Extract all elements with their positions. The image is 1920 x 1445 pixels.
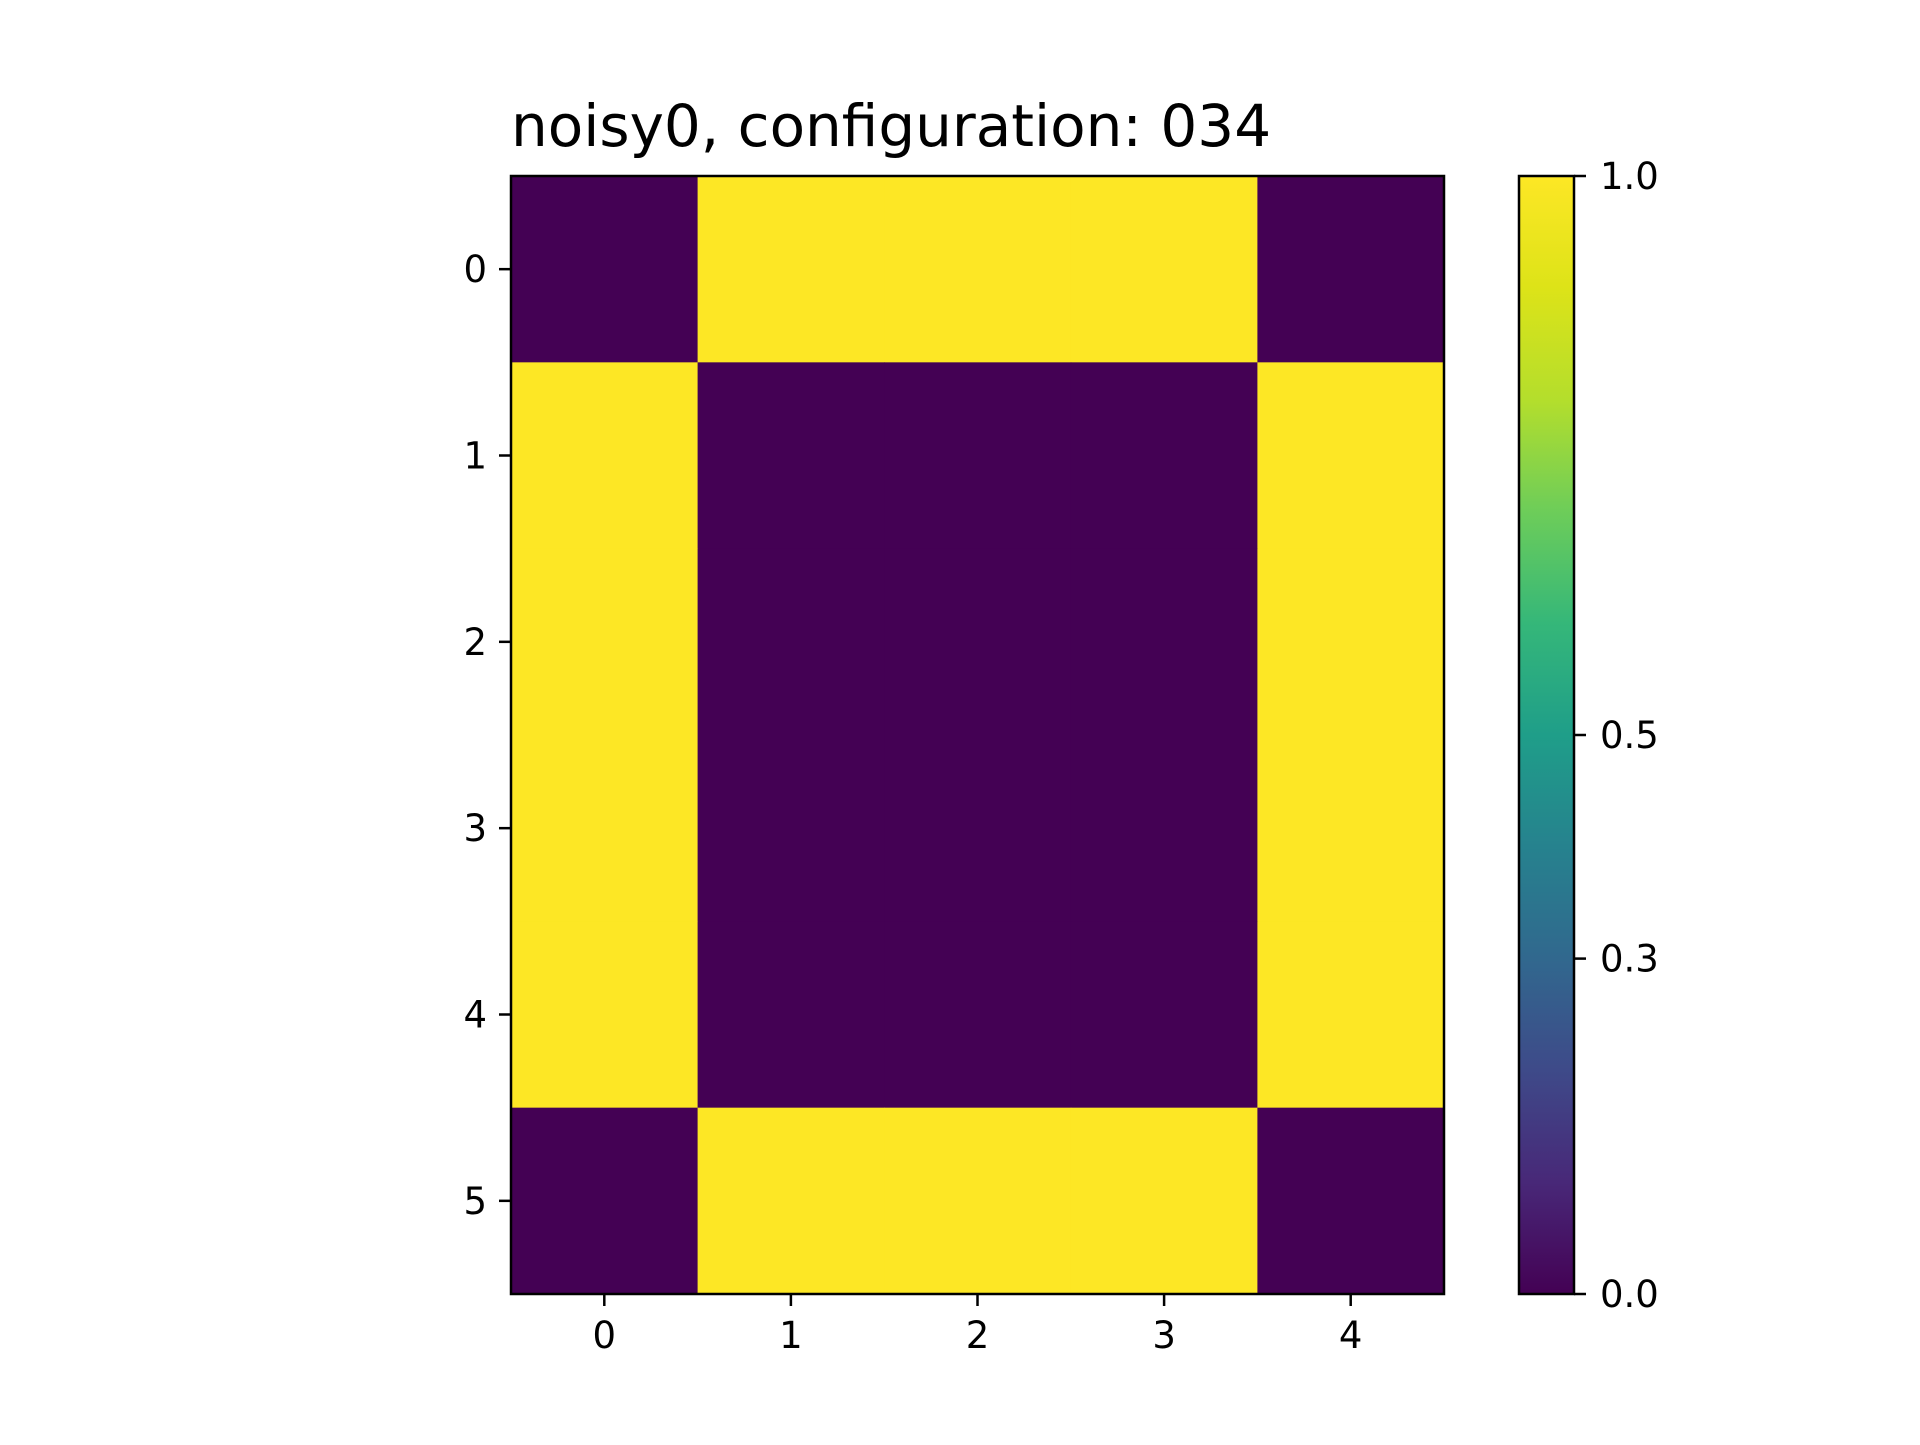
heatmap-cell xyxy=(884,921,1072,1109)
heatmap-cell xyxy=(697,176,885,363)
x-tick-label: 3 xyxy=(1152,1314,1176,1357)
heatmap-cell xyxy=(1070,362,1258,550)
heatmap-cell xyxy=(697,548,885,736)
heatmap-cells xyxy=(511,176,1445,1295)
heatmap-cell xyxy=(1070,548,1258,736)
y-tick-label: 3 xyxy=(463,807,487,850)
x-tick-label: 0 xyxy=(593,1314,617,1357)
x-tick-label: 2 xyxy=(966,1314,990,1357)
heatmap-cell xyxy=(1070,176,1258,363)
heatmap-cell xyxy=(1257,735,1445,922)
heatmap-cell xyxy=(1070,921,1258,1109)
heatmap-cell xyxy=(884,362,1072,550)
heatmap-cell xyxy=(697,362,885,550)
heatmap-cell xyxy=(511,1107,699,1295)
colorbar-axis: 0.0 0.3 0.5 1.0 xyxy=(1574,155,1659,1316)
heatmap-cell xyxy=(1257,176,1445,363)
x-tick-label: 1 xyxy=(779,1314,803,1357)
heatmap-cell xyxy=(697,921,885,1109)
heatmap-cell xyxy=(511,548,699,736)
colorbar-tick-label: 0.5 xyxy=(1600,714,1659,757)
colorbar-tick-label: 1.0 xyxy=(1600,155,1659,198)
heatmap-cell xyxy=(511,176,699,363)
colorbar xyxy=(1517,174,1576,1296)
x-tick-label: 4 xyxy=(1339,1314,1363,1357)
y-tick-label: 2 xyxy=(463,621,487,664)
y-tick-label: 0 xyxy=(463,248,487,291)
x-axis: 0 1 2 3 4 xyxy=(593,1294,1363,1357)
colorbar-tick-label: 0.0 xyxy=(1600,1273,1659,1316)
heatmap-cell xyxy=(884,735,1072,922)
y-axis: 0 1 2 3 4 5 xyxy=(463,248,511,1223)
heatmap-cell xyxy=(697,1107,885,1295)
y-tick-label: 5 xyxy=(463,1180,487,1223)
heatmap-cell xyxy=(697,735,885,922)
heatmap-cell xyxy=(511,921,699,1109)
heatmap-cell xyxy=(884,176,1072,363)
heatmap-cell xyxy=(1070,1107,1258,1295)
y-tick-label: 4 xyxy=(463,994,487,1037)
heatmap-cell xyxy=(1070,735,1258,922)
y-tick-label: 1 xyxy=(463,435,487,478)
heatmap-cell xyxy=(511,735,699,922)
heatmap-cell xyxy=(1257,1107,1445,1295)
heatmap-cell xyxy=(1257,548,1445,736)
colorbar-tick-label: 0.3 xyxy=(1600,938,1659,981)
heatmap-cell xyxy=(884,1107,1072,1295)
heatmap-cell xyxy=(511,362,699,550)
heatmap-cell xyxy=(884,548,1072,736)
heatmap-cell xyxy=(1257,921,1445,1109)
chart-title: noisy0, configuration: 034 xyxy=(511,92,1271,160)
heatmap-cell xyxy=(1257,362,1445,550)
